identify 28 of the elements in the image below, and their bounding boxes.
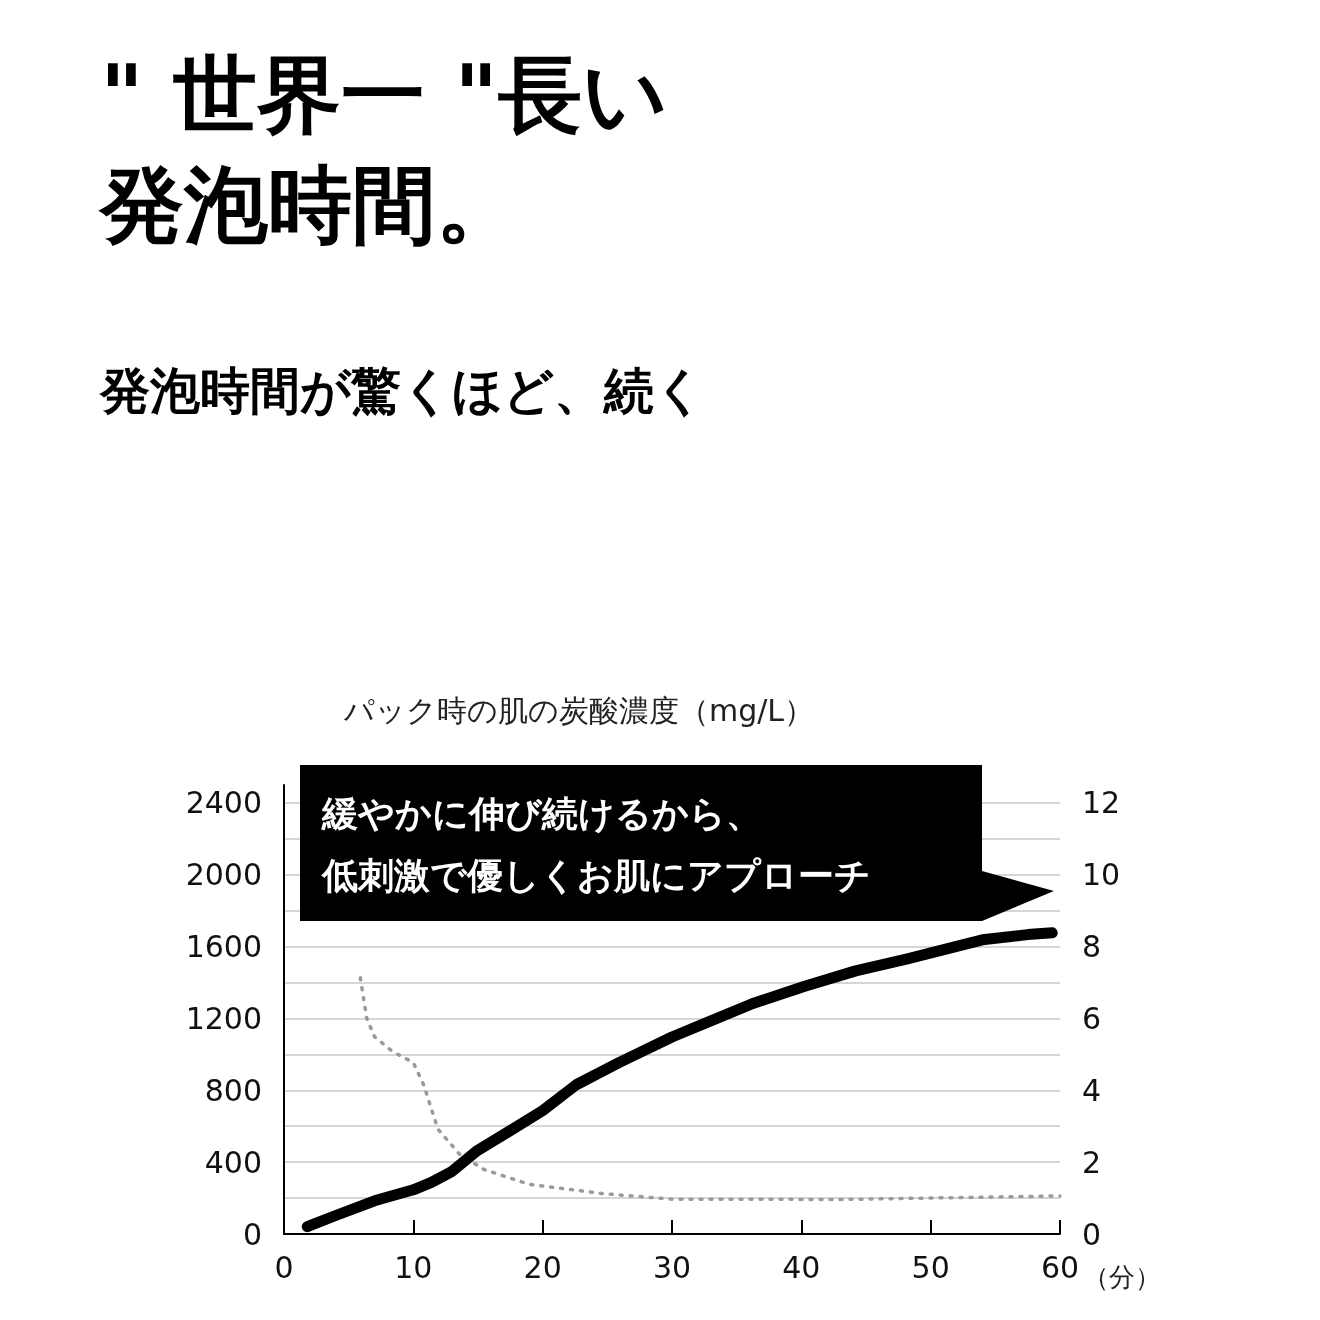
y2-tick-label: 6 [1082, 1000, 1102, 1036]
chart-title: " 世界一 "長い発泡時間。 [100, 45, 669, 256]
x-tick-label: 60 [1040, 1249, 1080, 1285]
y-tick-label: 2400 [185, 785, 262, 821]
annotation: 緩やかに伸び続けるから、 [322, 792, 763, 836]
y2-tick-label: 0 [1082, 1216, 1102, 1252]
x-tick-label: 30 [652, 1249, 692, 1285]
x-tick-label: 20 [523, 1249, 562, 1285]
y-tick-label: 1200 [185, 1000, 262, 1036]
x-tick-label: 40 [782, 1249, 821, 1285]
y2-tick-label: 10 [1082, 857, 1121, 893]
x-axis-title: （分） [1082, 1262, 1161, 1292]
y-axis-title: パック時の肌の炭酸濃度（mg/L） [343, 692, 815, 728]
y-tick-label: 2000 [185, 857, 262, 893]
y2-tick-label: 4 [1082, 1072, 1102, 1108]
chart-subtitle: 発泡時間が驚くほど、続く [100, 361, 705, 422]
x-tick-label: 50 [911, 1249, 950, 1285]
y2-tick-label: 2 [1082, 1144, 1102, 1180]
y-tick-label: 0 [242, 1216, 262, 1252]
annotation: 低刺激で優しくお肌にアプローチ [322, 854, 872, 898]
x-tick-label: 0 [274, 1249, 294, 1285]
y2-tick-label: 12 [1082, 785, 1121, 821]
x-tick-label: 10 [394, 1249, 433, 1285]
y2-tick-label: 8 [1082, 929, 1102, 965]
y-tick-label: 400 [204, 1144, 262, 1180]
y-tick-label: 1600 [185, 929, 262, 965]
y-tick-label: 800 [204, 1072, 262, 1108]
line-series [358, 976, 1062, 1202]
